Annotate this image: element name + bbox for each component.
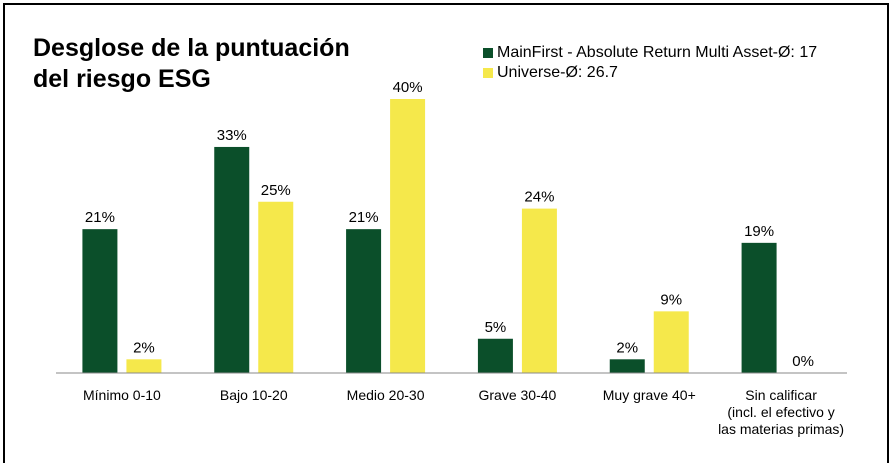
bar-universe-1	[258, 201, 294, 373]
chart-legend: MainFirst - Absolute Return Multi Asset-…	[483, 43, 817, 83]
category-label-1-line-0: Bajo 10-20	[220, 387, 288, 403]
category-label-5-line-2: las materias primas)	[718, 421, 844, 437]
category-label-3: Grave 30-40	[479, 387, 557, 403]
category-label-1: Bajo 10-20	[220, 387, 288, 403]
data-label-universe-0: 2%	[133, 339, 155, 356]
legend-swatch-mainfirst	[483, 48, 493, 58]
legend-item-mainfirst: MainFirst - Absolute Return Multi Asset-…	[483, 43, 817, 63]
data-label-universe-2: 40%	[393, 79, 423, 96]
chart-title: Desglose de la puntuación del riesgo ESG	[33, 33, 350, 95]
category-label-0: Mínimo 0-10	[83, 387, 161, 403]
data-label-mainfirst-1: 33%	[217, 127, 247, 144]
bar-universe-2	[390, 99, 426, 373]
category-label-0-line-0: Mínimo 0-10	[83, 387, 161, 403]
bar-universe-0	[126, 359, 162, 373]
category-label-4: Muy grave 40+	[603, 387, 696, 403]
category-label-2: Medio 20-30	[347, 387, 425, 403]
data-label-mainfirst-3: 5%	[485, 319, 507, 336]
chart-title-line-2: del riesgo ESG	[33, 65, 211, 93]
bar-mainfirst-4	[609, 359, 645, 373]
legend-label-universe: Universe-Ø: 26.7	[497, 64, 618, 81]
bar-mainfirst-5	[741, 242, 777, 373]
bar-mainfirst-3	[477, 338, 513, 373]
data-label-universe-1: 25%	[261, 182, 291, 199]
category-label-5: Sin calificar (incl. el efectivo y las mat…	[718, 387, 844, 437]
legend-swatch-universe	[483, 68, 493, 78]
category-label-4-line-0: Muy grave 40+	[603, 387, 696, 403]
legend-item-universe: Universe-Ø: 26.7	[483, 63, 817, 83]
bar-mainfirst-0	[82, 229, 118, 373]
bar-mainfirst-1	[214, 146, 250, 373]
chart-frame	[3, 3, 889, 463]
data-label-mainfirst-0: 21%	[85, 209, 115, 226]
data-label-mainfirst-5: 19%	[744, 223, 774, 240]
chart-title-line-1: Desglose de la puntuación	[33, 34, 350, 62]
data-label-mainfirst-2: 21%	[349, 209, 379, 226]
data-label-universe-4: 9%	[660, 291, 682, 308]
category-label-3-line-0: Grave 30-40	[479, 387, 557, 403]
bar-universe-4	[653, 311, 689, 373]
category-label-2-line-0: Medio 20-30	[347, 387, 425, 403]
bar-mainfirst-2	[346, 229, 382, 373]
data-label-mainfirst-4: 2%	[616, 339, 638, 356]
category-label-5-line-1: (incl. el efectivo y	[727, 404, 834, 420]
legend-label-mainfirst: MainFirst - Absolute Return Multi Asset-…	[497, 44, 818, 61]
data-label-universe-3: 24%	[524, 189, 554, 206]
bar-universe-3	[521, 208, 557, 373]
category-label-5-line-0: Sin calificar	[745, 387, 817, 403]
data-label-universe-5: 0%	[792, 353, 814, 370]
